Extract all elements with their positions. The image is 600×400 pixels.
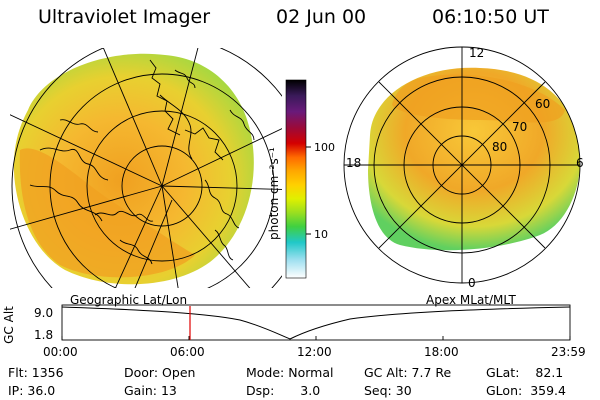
- right-map-label-0: 0: [468, 276, 476, 290]
- info-flt-value: 1356: [31, 365, 64, 380]
- info-seq-value: 30: [395, 383, 412, 398]
- altitude-ylabel: GC Alt: [1, 306, 16, 344]
- left-coastlines: [29, 59, 255, 265]
- left-map-projection-label: Geographic Lat/Lon: [70, 293, 188, 307]
- info-glon-label: GLon:: [486, 383, 523, 398]
- left-orange-patch: [19, 148, 195, 278]
- right-map-lat-60: 60: [535, 97, 551, 111]
- info-door-label: Door:: [124, 365, 159, 380]
- header-date: 02 Jun 00: [276, 6, 367, 28]
- info-gain-value: 13: [160, 383, 177, 398]
- colorbar: photon cm⁻²s⁻¹ 100 10: [267, 79, 335, 279]
- info-seq: Seq: 30: [364, 383, 412, 398]
- info-gcalt-label: GC Alt:: [364, 365, 408, 380]
- right-map-label-12: 12: [469, 46, 485, 60]
- info-flt-label: Flt:: [8, 365, 28, 380]
- info-glat: GLat: 82.1: [486, 365, 563, 380]
- info-mode-value: Normal: [288, 365, 334, 380]
- right-map-label-6: 6: [576, 156, 584, 170]
- altitude-y-tick-9: 9.0: [34, 306, 54, 320]
- info-glon-value: 359.4: [530, 383, 566, 398]
- right-orange-band: [392, 74, 565, 123]
- info-door: Door: Open: [124, 365, 195, 380]
- info-gcalt: GC Alt: 7.7 Re: [364, 365, 451, 380]
- right-map-label-18: 18: [346, 156, 362, 170]
- altitude-x-ticks: [61, 336, 571, 340]
- right-grid: [343, 46, 581, 284]
- info-mode-label: Mode:: [246, 365, 285, 380]
- info-glon: GLon: 359.4: [486, 383, 566, 398]
- colorbar-tick-label-100: 100: [314, 141, 335, 154]
- altitude-x-tick-0600: 06:00: [170, 345, 205, 359]
- left-map: [10, 48, 282, 288]
- right-map: [343, 46, 581, 284]
- altitude-curve: [61, 306, 571, 340]
- colorbar-gradient: [285, 79, 307, 279]
- info-glat-label: GLat:: [486, 365, 520, 380]
- right-map-projection-label: Apex MLat/MLT: [426, 293, 516, 307]
- info-door-value: Open: [162, 365, 196, 380]
- info-seq-label: Seq:: [364, 383, 392, 398]
- info-gain-label: Gain:: [124, 383, 157, 398]
- info-flt: Flt: 1356: [8, 365, 64, 380]
- info-dsp-label: Dsp:: [246, 383, 275, 398]
- info-gcalt-value: 7.7 Re: [411, 365, 452, 380]
- info-mode: Mode: Normal: [246, 365, 334, 380]
- altitude-plot: [61, 304, 571, 341]
- info-dsp: Dsp: 3.0: [246, 383, 320, 398]
- info-ip-value: 36.0: [27, 383, 56, 398]
- right-map-lat-70: 70: [512, 120, 528, 134]
- altitude-y-tick-1-8: 1.8: [34, 328, 54, 342]
- left-terminator-line: [134, 199, 173, 288]
- header-time: 06:10:50 UT: [432, 6, 549, 28]
- altitude-x-tick-1800: 18:00: [424, 345, 459, 359]
- page-title: Ultraviolet Imager: [38, 6, 211, 28]
- altitude-x-tick-0000: 00:00: [43, 345, 78, 359]
- right-map-lat-80: 80: [492, 140, 508, 154]
- colorbar-unit-label: photon cm⁻²s⁻¹: [267, 147, 281, 240]
- info-ip: IP: 36.0: [8, 383, 55, 398]
- altitude-x-tick-1200: 12:00: [297, 345, 332, 359]
- info-gain: Gain: 13: [124, 383, 177, 398]
- colorbar-tick-label-10: 10: [314, 228, 328, 241]
- altitude-x-tick-2359: 23:59: [551, 345, 586, 359]
- info-ip-label: IP:: [8, 383, 24, 398]
- info-dsp-value: 3.0: [300, 383, 321, 398]
- left-graticule: [10, 48, 282, 288]
- info-glat-value: 82.1: [535, 365, 564, 380]
